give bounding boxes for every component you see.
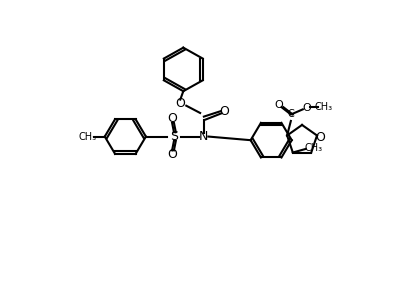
Text: O: O	[315, 131, 325, 144]
Text: O: O	[274, 100, 283, 110]
Text: CH₃: CH₃	[79, 131, 97, 141]
Text: O: O	[302, 103, 311, 113]
Text: CH₃: CH₃	[315, 102, 333, 112]
Text: O: O	[219, 105, 229, 118]
Text: O: O	[167, 112, 177, 125]
Text: O: O	[175, 97, 185, 110]
Text: S: S	[170, 130, 178, 143]
Text: CH₃: CH₃	[304, 143, 322, 153]
Text: N: N	[199, 130, 208, 143]
Text: O: O	[167, 148, 177, 161]
Text: C: C	[288, 109, 294, 120]
